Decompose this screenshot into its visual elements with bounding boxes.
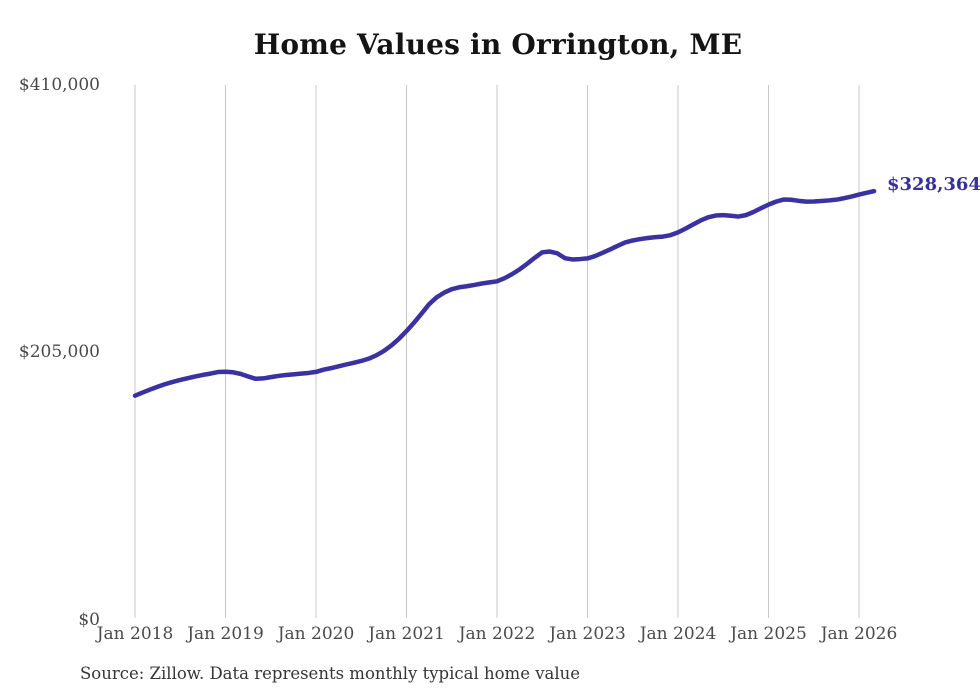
- home-value-line: [132, 188, 877, 398]
- latest-value-label: $328,364: [887, 174, 980, 195]
- vertical-gridlines: [134, 85, 860, 618]
- y-axis-tick-410000: $410,000: [18, 75, 100, 95]
- source-note: Source: Zillow. Data represents monthly …: [80, 664, 581, 683]
- y-axis-tick-0: $0: [78, 610, 100, 630]
- y-axis-tick-205000: $205,000: [18, 342, 100, 362]
- chart-title: Home Values in Orrington, ME: [253, 28, 743, 61]
